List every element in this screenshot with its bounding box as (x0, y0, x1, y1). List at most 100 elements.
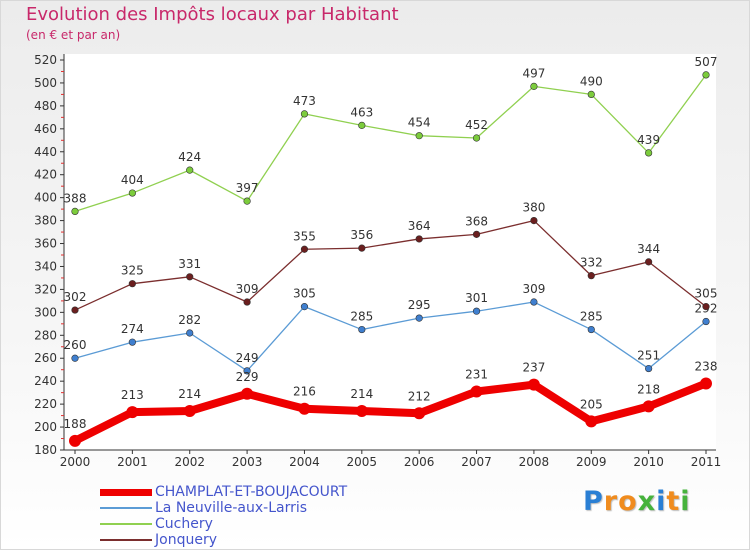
data-label: 285 (350, 310, 373, 324)
y-tick-label: 180 (34, 443, 57, 457)
data-point (702, 317, 710, 326)
x-tick-label: 2008 (519, 455, 550, 469)
data-point (413, 407, 426, 420)
data-point (470, 385, 483, 398)
data-label: 216 (293, 385, 316, 399)
data-point (358, 325, 366, 334)
data-point (587, 90, 595, 99)
data-point (69, 434, 81, 447)
legend-label: Cuchery (155, 516, 213, 532)
data-label: 397 (236, 181, 259, 195)
data-point (415, 314, 423, 322)
data-point (415, 132, 423, 140)
data-point (186, 273, 194, 281)
data-point (415, 235, 423, 243)
data-label: 344 (637, 242, 660, 256)
data-label: 213 (121, 388, 144, 402)
data-point (355, 405, 368, 417)
data-label: 463 (350, 105, 373, 119)
data-point (700, 377, 712, 390)
series-line (74, 74, 707, 213)
data-point (645, 258, 653, 266)
y-tick-label: 280 (34, 328, 57, 342)
y-tick-label: 260 (34, 351, 57, 365)
x-tick-label: 2004 (289, 455, 320, 469)
legend-item: Jonquery (100, 532, 347, 548)
data-label: 249 (236, 351, 259, 365)
logo-letter: o (618, 486, 638, 517)
data-label: 214 (178, 387, 201, 401)
data-label: 332 (580, 256, 603, 270)
data-label: 238 (695, 359, 718, 373)
y-tick-label: 300 (34, 305, 57, 319)
data-point (186, 329, 194, 337)
y-tick-label: 340 (34, 259, 57, 273)
data-point (358, 121, 366, 129)
data-point (300, 303, 309, 311)
data-label: 218 (637, 382, 660, 396)
y-tick-label: 440 (34, 145, 57, 159)
data-label: 507 (695, 55, 718, 69)
data-label: 309 (236, 282, 259, 296)
logo-letter: t (666, 486, 681, 517)
series-line (74, 219, 707, 311)
data-point (645, 364, 653, 373)
series-line (71, 379, 710, 445)
data-point (472, 134, 481, 142)
y-tick-label: 220 (34, 397, 57, 411)
data-label: 497 (522, 66, 545, 80)
data-label: 325 (121, 264, 144, 278)
data-label: 305 (293, 287, 316, 301)
data-point (645, 149, 653, 157)
logo-letter: P (583, 486, 604, 517)
data-label: 205 (580, 397, 603, 411)
data-label: 364 (408, 219, 431, 233)
chart-subtitle: (en € et par an) (26, 28, 121, 42)
data-label: 282 (178, 313, 201, 327)
data-label: 305 (695, 287, 718, 301)
data-point (241, 387, 254, 400)
data-label: 212 (408, 389, 431, 403)
y-tick-label: 400 (34, 191, 57, 205)
data-label: 188 (64, 417, 87, 431)
y-tick-label: 360 (34, 237, 57, 251)
data-point (358, 244, 366, 252)
data-label: 424 (178, 150, 201, 164)
x-tick-label: 2005 (347, 455, 378, 469)
data-point (300, 110, 309, 118)
data-label: 490 (580, 74, 603, 88)
data-label: 454 (408, 116, 431, 130)
logo-letter: x (637, 486, 657, 517)
data-label: 355 (293, 229, 316, 243)
legend-swatch (100, 523, 152, 525)
data-label: 229 (236, 370, 259, 384)
chart-legend: CHAMPLAT-ET-BOUJACOURT La Neuville-aux-La… (100, 484, 347, 548)
data-point (243, 298, 251, 306)
data-point (128, 280, 136, 288)
y-tick-label: 200 (34, 420, 57, 434)
data-label: 251 (637, 349, 660, 363)
data-point (530, 216, 538, 225)
data-label: 388 (64, 191, 87, 205)
data-label: 301 (465, 291, 488, 305)
data-point (126, 406, 139, 419)
data-point (642, 400, 655, 413)
legend-label: La Neuville-aux-Larris (155, 500, 308, 516)
legend-label: Jonquery (155, 532, 217, 548)
data-point (472, 230, 481, 238)
x-tick-label: 2007 (461, 455, 492, 469)
data-point (472, 307, 481, 315)
data-point (71, 306, 79, 314)
plot-area (64, 54, 716, 450)
data-label: 231 (465, 368, 488, 382)
data-point (183, 405, 196, 417)
y-tick-label: 480 (34, 99, 57, 113)
logo-letter: i (656, 486, 667, 517)
x-tick-label: 2010 (633, 455, 664, 469)
x-tick-label: 2003 (232, 455, 263, 469)
y-tick-label: 320 (34, 282, 57, 296)
data-point (243, 197, 251, 205)
data-point (300, 245, 309, 253)
data-label: 295 (408, 298, 431, 312)
data-point (527, 378, 540, 391)
